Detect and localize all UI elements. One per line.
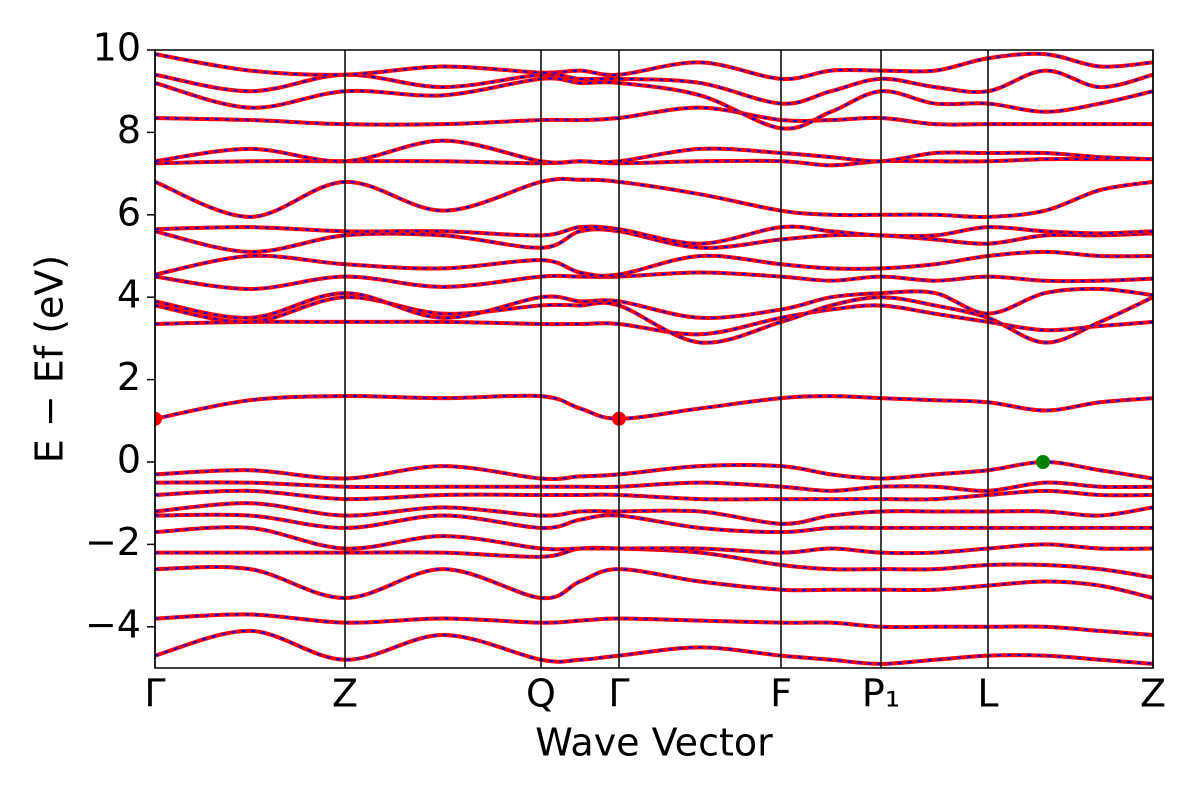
x-axis-label: Wave Vector: [535, 721, 773, 765]
y-tick-label: 6: [117, 190, 141, 234]
band-line-dashed: [155, 250, 1153, 277]
x-tick-label: P₁: [862, 672, 900, 716]
x-tick-label: Z: [1140, 672, 1166, 716]
band-line-dashed: [155, 52, 1153, 80]
band-line-dashed: [155, 502, 1153, 525]
y-tick-label: −4: [85, 602, 141, 646]
band-line-dashed: [155, 460, 1153, 480]
band-line-dashed: [155, 629, 1153, 665]
y-tick-label: 2: [117, 355, 141, 399]
band-line-dashed: [155, 228, 1153, 253]
x-tick-label: Q: [526, 672, 556, 716]
y-tick-label: 4: [117, 273, 141, 317]
band-line: [155, 105, 1153, 127]
band-line-dashed: [155, 177, 1153, 218]
band-line: [155, 612, 1153, 638]
band-line: [155, 286, 1153, 320]
band-line-dashed: [155, 296, 1153, 344]
x-tick-label: Γ: [144, 672, 165, 716]
band-line: [155, 628, 1153, 666]
x-tick-label: Z: [332, 672, 358, 716]
band-line-dashed: [155, 271, 1153, 290]
y-tick-label: 8: [117, 108, 141, 152]
band-line: [155, 176, 1153, 219]
band-line: [155, 227, 1153, 254]
band-line-dashed: [155, 139, 1153, 164]
x-tick-label: L: [977, 672, 998, 716]
band-line: [155, 545, 1153, 580]
x-tick-label: Γ: [608, 672, 629, 716]
x-tick-label: F: [770, 672, 792, 716]
y-tick-label: 0: [117, 438, 141, 482]
band-edge-marker: [155, 411, 162, 426]
band-line-dashed: [155, 69, 1153, 105]
band-line-dashed: [155, 526, 1153, 555]
band-line: [155, 480, 1153, 493]
y-tick-label: −2: [85, 520, 141, 564]
band-line: [155, 157, 1153, 168]
band-line: [155, 488, 1153, 502]
band-line-dashed: [155, 394, 1153, 420]
band-line: [155, 393, 1153, 421]
band-edge-marker: [1036, 455, 1050, 469]
band-line-dashed: [155, 225, 1153, 245]
plot-area: [155, 51, 1153, 666]
band-line: [155, 565, 1153, 601]
band-line-dashed: [155, 77, 1153, 130]
y-axis-label: E − Ef (eV): [28, 255, 72, 464]
band-line: [155, 249, 1153, 278]
band-line-dashed: [155, 513, 1153, 534]
y-tick-label: 10: [93, 26, 141, 70]
